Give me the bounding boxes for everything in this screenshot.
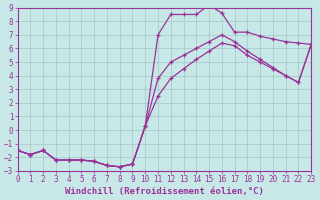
X-axis label: Windchill (Refroidissement éolien,°C): Windchill (Refroidissement éolien,°C) — [65, 187, 264, 196]
